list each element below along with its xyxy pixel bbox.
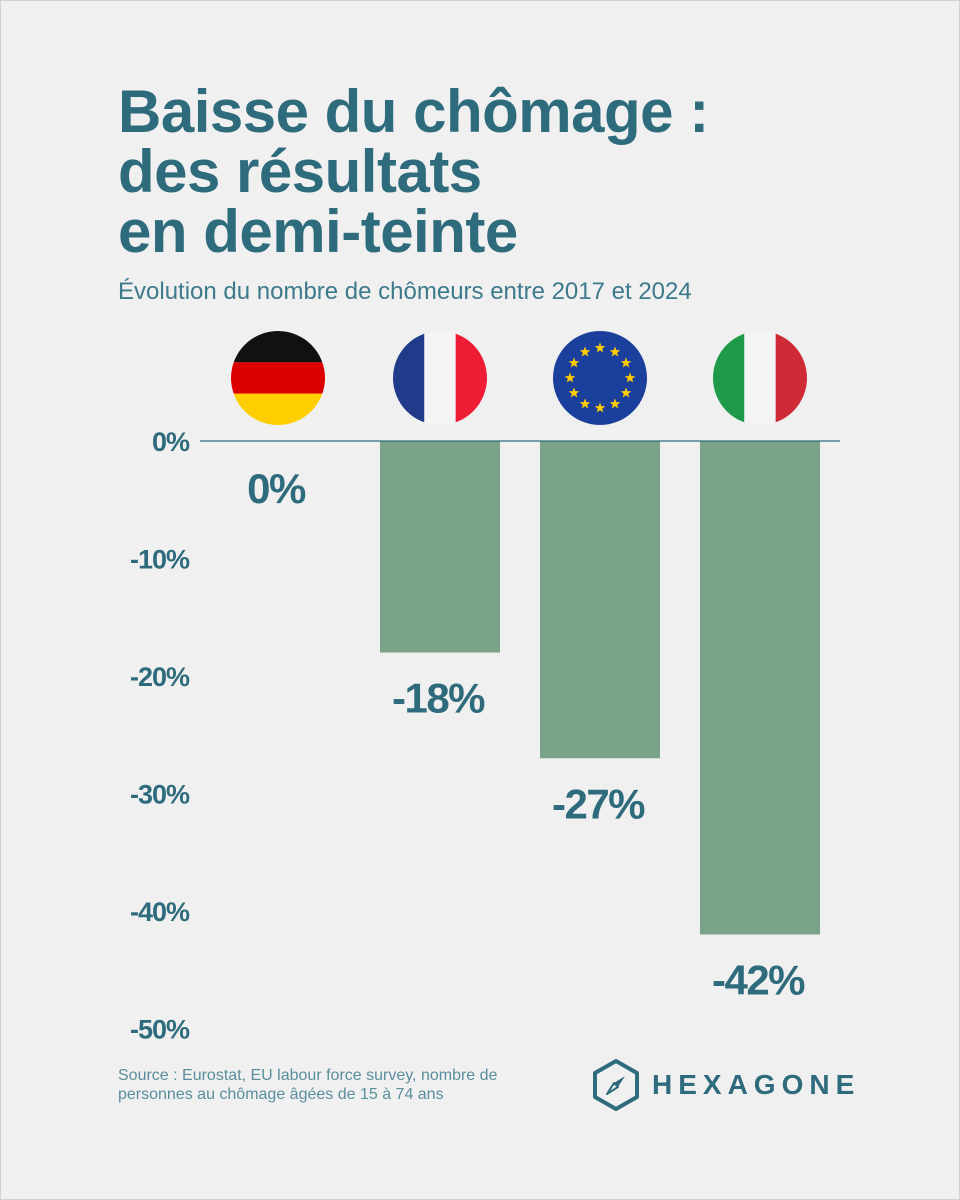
page-title: Baisse du chômage : des résultats en dem… [118,82,709,262]
bars [380,441,820,935]
flag-italy-icon [713,331,807,425]
source-note: Source : Eurostat, EU labour force surve… [118,1067,498,1103]
y-tick-label: -40% [130,897,190,927]
y-tick-label: -20% [130,662,190,692]
data-label: 0% [247,465,306,512]
data-label: -42% [712,957,805,1004]
title-line-2: des résultats [118,138,482,205]
bar-chart: 0% -10% -20% -30% -40% -50% 0% -18% -27% -42% [130,331,840,1045]
bar-4 [700,441,820,935]
bar-2 [380,441,500,653]
brand-name: HEXAGONE [652,1069,861,1100]
bar-3 [540,441,660,759]
title-line-1: Baisse du chômage : [118,78,709,145]
flag-germany-icon [231,331,325,425]
flag-eu-icon [553,331,647,425]
chart-subtitle: Évolution du nombre de chômeurs entre 20… [118,278,692,305]
hexagon-compass-icon [593,1059,639,1111]
flag-row [231,331,807,425]
y-tick-label: -30% [130,780,190,810]
y-tick-label: -50% [130,1015,190,1045]
data-label: -27% [552,780,645,827]
y-tick-label: -10% [130,545,190,575]
y-axis-ticks: 0% -10% -20% -30% -40% -50% [130,427,191,1045]
title-line-3: en demi-teinte [118,198,518,265]
data-label: -18% [392,675,485,722]
hexagone-logo: HEXAGONE [592,1058,860,1112]
y-tick-label: 0% [152,427,190,457]
flag-france-icon [393,331,487,425]
data-labels: 0% -18% -27% -42% [247,465,807,1004]
